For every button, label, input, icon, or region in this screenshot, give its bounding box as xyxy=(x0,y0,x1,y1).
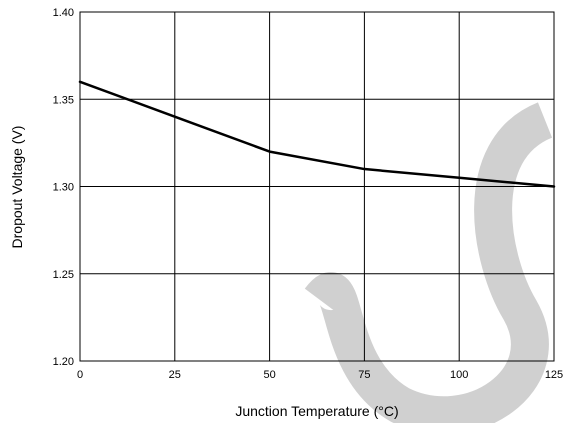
plot-frame xyxy=(79,11,555,362)
series-layer xyxy=(78,80,556,188)
x-tick-label: 125 xyxy=(545,369,563,381)
x-tick-label: 100 xyxy=(450,369,468,381)
y-tick-label: 1.20 xyxy=(53,356,74,368)
series-line xyxy=(78,80,556,188)
y-axis-title: Dropout Voltage (V) xyxy=(9,126,25,249)
y-tick-label: 1.30 xyxy=(53,182,74,194)
x-tick-label: 25 xyxy=(169,369,181,381)
y-tick-label: 1.25 xyxy=(53,269,74,281)
y-tick-label: 1.35 xyxy=(53,94,74,106)
watermark-shape xyxy=(304,102,554,428)
tick-labels: 0 25 50 75 100 125 1.20 1.25 1.30 1.35 1.40 xyxy=(53,7,564,381)
y-tick-label: 1.40 xyxy=(53,7,74,19)
grid xyxy=(79,11,555,362)
x-axis-title: Junction Temperature (°C) xyxy=(235,403,398,419)
x-tick-label: 50 xyxy=(263,369,275,381)
x-tick-label: 0 xyxy=(77,369,83,381)
x-tick-label: 75 xyxy=(358,369,370,381)
